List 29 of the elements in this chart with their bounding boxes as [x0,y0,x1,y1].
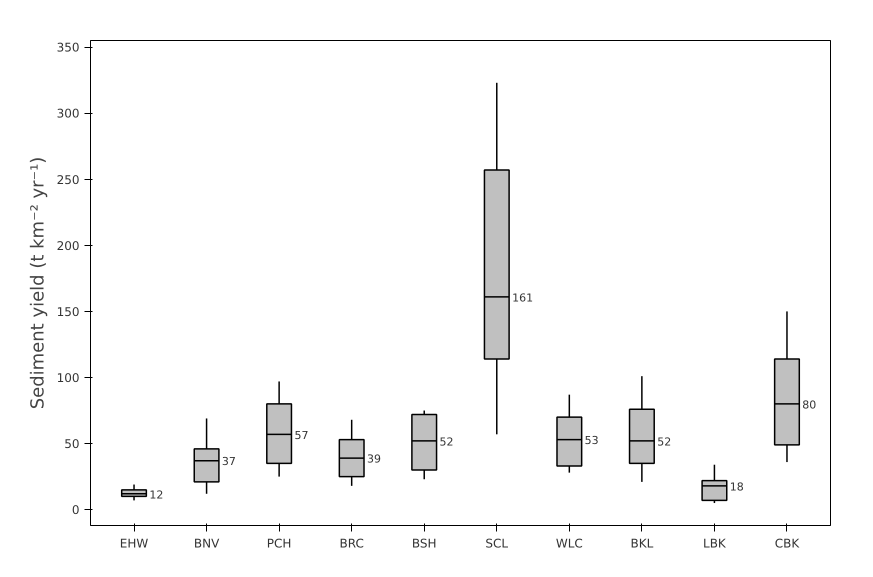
x-tick-label: CBK [774,536,800,550]
text: 39 [367,452,382,466]
y-tick-label: 300 [56,106,80,121]
y-tick-label: 150 [56,304,80,319]
text: 18 [730,480,744,494]
text: 80 [802,398,816,412]
text: 53 [584,434,599,448]
text: 52 [657,435,672,448]
y-tick-label: 200 [56,238,80,253]
text: 12 [149,488,164,502]
x-tick-label: WLC [556,536,583,550]
text: 37 [222,455,236,468]
x-tick-label: EHW [120,536,148,550]
y-tick-label: 0 [72,503,80,518]
text: 52 [440,435,454,448]
y-axis-title: Sediment yield (t km⁻² yr⁻¹) [28,156,49,410]
y-tick-label: 100 [56,370,80,385]
y-tick-label: 350 [56,40,80,55]
x-tick-label: BSH [412,536,437,550]
x-tick-label: BNV [194,536,220,550]
y-tick-label: 50 [64,437,80,452]
text: 57 [294,428,308,442]
y-tick-label: 250 [56,172,80,187]
x-tick-label: SCL [485,536,508,550]
text: 161 [512,291,534,304]
x-tick-label: LBK [703,536,727,550]
x-tick-label: BRC [340,536,364,550]
x-tick-label: PCH [266,536,292,550]
x-tick-label: BKL [630,536,654,550]
